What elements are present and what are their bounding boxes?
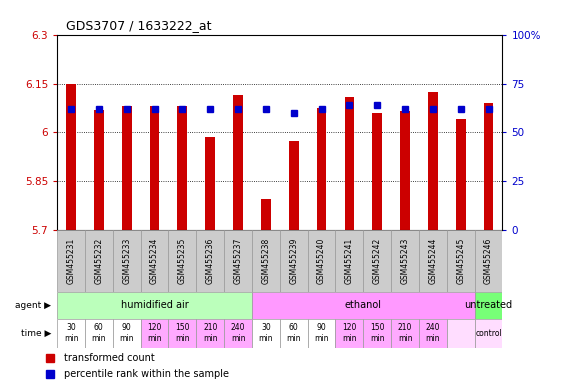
Text: GSM455234: GSM455234 (150, 238, 159, 284)
Text: 210
min: 210 min (398, 323, 412, 343)
Bar (400, 111, 410, 230)
Text: GSM455245: GSM455245 (456, 238, 465, 284)
Bar (280, 230, 308, 292)
Bar (57, 292, 252, 319)
Bar (196, 319, 224, 348)
Text: GSM455238: GSM455238 (262, 238, 271, 284)
Bar (178, 106, 187, 230)
Bar (252, 230, 280, 292)
Bar (168, 319, 196, 348)
Bar (233, 95, 243, 230)
Text: GDS3707 / 1633222_at: GDS3707 / 1633222_at (66, 19, 211, 32)
Text: GSM455236: GSM455236 (206, 238, 215, 284)
Bar (308, 230, 336, 292)
Bar (391, 230, 419, 292)
Bar (289, 141, 299, 230)
Bar (252, 292, 475, 319)
Bar (344, 96, 354, 230)
Bar (140, 319, 168, 348)
Text: 150
min: 150 min (370, 323, 384, 343)
Text: GSM455233: GSM455233 (122, 238, 131, 284)
Text: control: control (475, 329, 502, 338)
Bar (168, 230, 196, 292)
Bar (419, 319, 447, 348)
Bar (224, 319, 252, 348)
Bar (447, 319, 475, 348)
Bar (391, 319, 419, 348)
Text: transformed count: transformed count (65, 353, 155, 363)
Bar (484, 103, 493, 230)
Bar (335, 230, 363, 292)
Text: 60
min: 60 min (91, 323, 106, 343)
Bar (150, 106, 159, 230)
Text: 120
min: 120 min (147, 323, 162, 343)
Bar (475, 292, 502, 319)
Text: 30
min: 30 min (259, 323, 273, 343)
Text: 240
min: 240 min (425, 323, 440, 343)
Bar (224, 230, 252, 292)
Text: GSM455244: GSM455244 (428, 238, 437, 284)
Bar (475, 319, 502, 348)
Bar (308, 319, 336, 348)
Text: GSM455232: GSM455232 (94, 238, 103, 284)
Bar (122, 106, 131, 230)
Bar (363, 319, 391, 348)
Text: 150
min: 150 min (175, 323, 190, 343)
Text: GSM455242: GSM455242 (373, 238, 382, 284)
Bar (112, 230, 140, 292)
Text: 120
min: 120 min (342, 323, 357, 343)
Text: 90
min: 90 min (119, 323, 134, 343)
Text: time ▶: time ▶ (21, 329, 51, 338)
Text: GSM455231: GSM455231 (66, 238, 75, 284)
Bar (94, 109, 104, 230)
Text: 240
min: 240 min (231, 323, 246, 343)
Bar (252, 319, 280, 348)
Bar (57, 319, 85, 348)
Text: 210
min: 210 min (203, 323, 218, 343)
Bar (280, 319, 308, 348)
Bar (317, 108, 327, 230)
Bar (363, 230, 391, 292)
Text: ethanol: ethanol (345, 300, 382, 310)
Text: GSM455237: GSM455237 (234, 238, 243, 284)
Bar (57, 230, 85, 292)
Text: 60
min: 60 min (287, 323, 301, 343)
Bar (475, 230, 502, 292)
Text: GSM455239: GSM455239 (289, 238, 298, 284)
Bar (419, 230, 447, 292)
Bar (372, 113, 382, 230)
Text: GSM455243: GSM455243 (400, 238, 409, 284)
Bar (196, 230, 224, 292)
Bar (140, 230, 168, 292)
Bar (206, 137, 215, 230)
Text: agent ▶: agent ▶ (15, 301, 51, 310)
Bar (447, 230, 475, 292)
Bar (456, 119, 465, 230)
Bar (335, 319, 363, 348)
Text: GSM455240: GSM455240 (317, 238, 326, 284)
Text: GSM455241: GSM455241 (345, 238, 354, 284)
Text: untreated: untreated (464, 300, 513, 310)
Bar (261, 199, 271, 230)
Text: humidified air: humidified air (120, 300, 188, 310)
Bar (85, 319, 113, 348)
Bar (428, 92, 438, 230)
Text: 30
min: 30 min (64, 323, 78, 343)
Bar (66, 84, 76, 230)
Bar (85, 230, 113, 292)
Text: GSM455246: GSM455246 (484, 238, 493, 284)
Text: 90
min: 90 min (314, 323, 329, 343)
Text: GSM455235: GSM455235 (178, 238, 187, 284)
Text: percentile rank within the sample: percentile rank within the sample (65, 369, 230, 379)
Bar (112, 319, 140, 348)
